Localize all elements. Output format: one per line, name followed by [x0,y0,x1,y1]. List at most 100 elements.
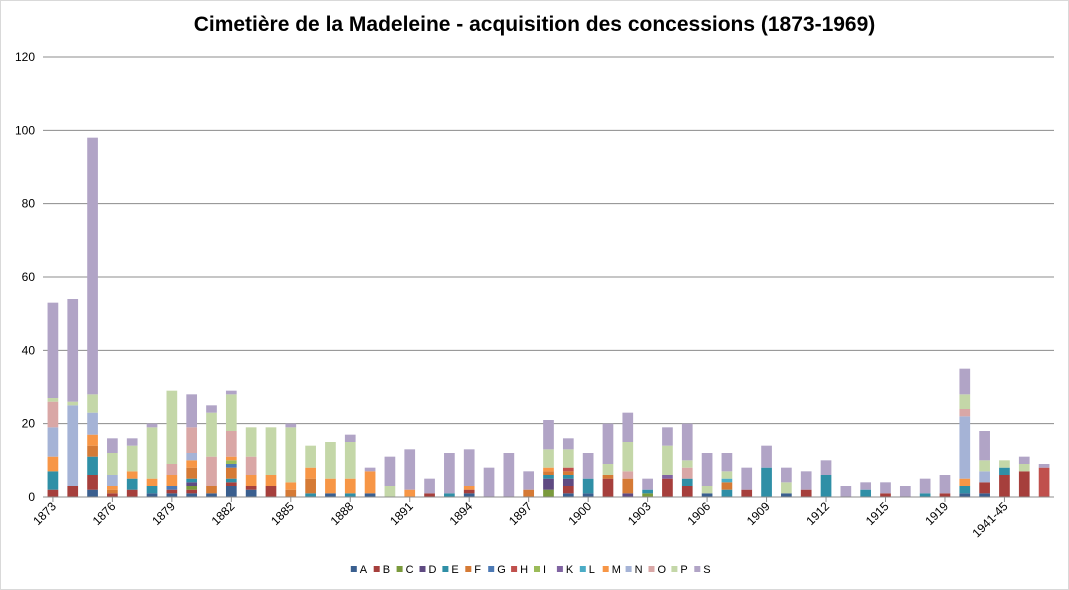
bar-segment-P [701,486,713,494]
bar-segment-E [562,475,574,479]
bar-segment-A [582,493,594,497]
bar-segment-P [543,449,554,468]
bar-segment-S [67,299,79,402]
bar-segment-B [424,493,435,497]
legend-label-D: D [429,564,437,576]
bar-segment-N [107,475,118,486]
legend-swatch-L [579,566,586,572]
x-tick-label: 1894 [447,499,476,528]
legend-label-N: N [635,564,643,576]
bar-segment-M [305,467,316,479]
legend-label-O: O [658,564,667,576]
y-tick-label: 60 [22,270,36,284]
y-tick-label: 100 [15,123,35,137]
legend-label-M: M [612,564,621,576]
bar-segment-F [543,471,554,475]
bar-segment-F [87,445,98,457]
bar-segment-E [820,475,832,497]
legend-label-S: S [703,564,710,576]
x-axis-ticks: 1873 1876 1879 1882 1885 1888 1891 1894 1897 1900… [30,497,1011,540]
bar-segment-S [146,423,158,428]
bar-segment-B [107,493,118,497]
bar-segment-B [681,486,693,497]
bar-segment-O [166,464,178,475]
bar-segment-S [741,467,753,490]
bar-segment-S [543,420,554,450]
x-tick-label: 1885 [268,499,297,528]
bar-segment-B [47,489,59,497]
bar-segment-S [919,478,931,494]
bar-segment-O [225,431,237,457]
bar-segment-P [245,427,257,457]
bar-segment-G [166,486,178,490]
bar-segment-S [582,453,594,479]
legend-swatch-K [556,566,563,572]
bar-segment-E [444,493,455,497]
bar-segment-E [681,478,693,486]
legend-label-H: H [520,564,528,576]
bar-segment-F [206,486,217,494]
x-tick-label: 1897 [506,499,535,528]
legend-label-E: E [451,564,458,576]
bar-segment-D [562,478,574,486]
legend-swatch-A [350,566,357,572]
x-tick-label: 1906 [684,499,713,528]
bar-segment-A [166,493,178,497]
bar-segment-P [721,471,733,479]
bar-segment-B [126,489,138,497]
bar-segment-C [642,493,653,497]
bar-segment-A [245,489,257,497]
bar-segment-N [67,405,79,486]
bar-segment-E [47,471,59,490]
bar-segment-F [186,467,198,479]
bar-segment-B [979,482,990,494]
bar-segment-S [939,475,951,494]
bar-segment-S [721,453,733,472]
bar-segment-M [126,471,138,479]
bar-segment-P [305,445,316,468]
x-tick-label: 1915 [863,499,892,528]
bar-segment-N [186,453,198,461]
bar-segment-S [781,467,792,483]
legend-label-G: G [497,564,506,576]
bar-segment-P [225,394,237,431]
bar-segment-O [186,427,198,453]
bar-segment-S [800,471,812,490]
x-tick-label: 1919 [922,499,951,528]
bar-segment-S [761,445,772,468]
bar-segment-E [582,478,594,494]
legend-swatch-F [465,566,472,572]
legend-swatch-E [442,566,449,572]
bar-segment-B [245,486,257,490]
bar-segment-M [265,475,277,486]
legend-swatch-P [671,566,678,572]
legend-swatch-H [511,566,518,572]
bar-segment-M [186,460,198,468]
chart-title: Cimetière de la Madeleine - acquisition … [193,13,876,36]
bar-segment-F [107,489,118,494]
bar-segment-E [87,456,98,475]
bar-segment-E [225,478,237,483]
bar-segment-S [384,456,396,486]
legend-label-F: F [474,564,481,576]
bar-segment-S [662,427,673,446]
legend-swatch-G [488,566,495,572]
bar-segment-M [404,489,416,497]
legend-label-C: C [406,564,414,576]
bar-segment-P [384,486,396,497]
bar-segment-B [166,489,178,494]
bar-segment-O [245,456,257,475]
bar-segment-S [424,478,435,494]
bar-segment-P [979,460,990,472]
bar-segment-P [999,460,1010,468]
bar-segment-B [463,489,475,494]
bar-segment-F [523,489,535,497]
bar-segment-E [344,493,356,497]
bar-segment-F [622,478,634,494]
bar-segment-P [67,401,79,406]
bar-segment-S [1038,464,1050,468]
bar-segment-E [146,486,158,494]
bar-segment-O [681,467,693,479]
bar-segment-E [186,478,198,483]
bar-segment-E [761,467,772,497]
